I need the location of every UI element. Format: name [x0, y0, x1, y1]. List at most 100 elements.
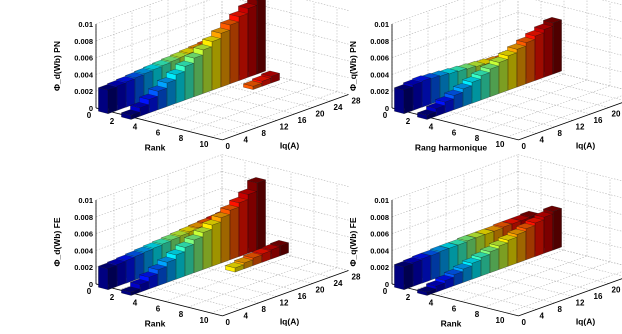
z-tick-label: 0.006 [370, 230, 389, 239]
rank-tick-label: 0 [87, 111, 92, 120]
bar-side-face [167, 80, 176, 107]
gridline [518, 155, 622, 187]
bar-side-face [203, 230, 212, 270]
iq-tick-label: 0 [226, 142, 231, 151]
x-axis-label: Rank [145, 318, 166, 328]
bar-side-face [508, 53, 516, 91]
bar-side-face [431, 253, 440, 280]
bar-side-face [248, 192, 257, 254]
bar-side-face [472, 260, 481, 279]
rank-tick-label: 10 [200, 316, 209, 325]
iq-tick-label: 0 [522, 142, 527, 151]
gridline [518, 171, 622, 203]
bar-side-face [463, 86, 472, 107]
gridline [484, 86, 610, 131]
bar-side-face [526, 226, 535, 260]
iq-tick-label: 8 [558, 305, 563, 314]
bar-front-face [98, 88, 108, 114]
y-axis-label: Iq(A) [576, 317, 596, 327]
z-tick-label: 0.008 [74, 37, 93, 46]
gridline [188, 262, 314, 307]
bar [394, 85, 412, 114]
z-tick-label: 0.006 [370, 54, 389, 63]
z-tick-label: 0.01 [374, 196, 389, 205]
bar-side-face [158, 267, 167, 286]
bar-side-face [221, 30, 230, 87]
z-axis-label: Φ_d(Wb) PN [52, 41, 62, 91]
x-axis-label: Rang harmonique [415, 142, 488, 152]
iq-tick-label: 12 [576, 298, 585, 307]
iq-tick-label: 20 [316, 286, 325, 295]
iq-tick-label: 16 [298, 292, 307, 301]
bar-side-face [499, 59, 508, 93]
rank-tick-label: 10 [200, 140, 209, 149]
gridline [96, 171, 222, 216]
bar-front-face [98, 266, 108, 290]
z-tick-label: 0.004 [74, 246, 94, 255]
bar-side-face [257, 0, 266, 74]
iq-tick-label: 4 [244, 311, 249, 320]
bar-side-face [230, 207, 239, 260]
iq-tick-label: 20 [316, 110, 325, 119]
iq-tick-label: 16 [594, 116, 603, 125]
z-tick-label: 0.004 [74, 70, 94, 79]
rank-tick-label: 10 [496, 140, 505, 149]
rank-tick-label: 6 [156, 304, 161, 313]
rank-tick-label: 2 [110, 117, 115, 126]
gridline [96, 0, 222, 24]
rank-tick-label: 6 [452, 128, 457, 137]
iq-axis-line [223, 271, 349, 316]
bar-side-face [413, 82, 422, 110]
iq-tick-label: 12 [280, 298, 289, 307]
z-tick-label: 0.002 [74, 87, 93, 96]
bar-side-face [535, 33, 544, 81]
z-tick-label: 0.002 [370, 87, 389, 96]
gridline [392, 0, 518, 24]
rank-tick-label: 4 [133, 123, 138, 132]
z-tick-label: 0.01 [78, 196, 93, 205]
iq-tick-label: 28 [352, 97, 361, 106]
bar-side-face [544, 214, 553, 253]
bar-side-face [526, 40, 535, 84]
bar-side-face [544, 26, 553, 77]
bar-side-face [194, 237, 203, 273]
gridline [188, 86, 314, 131]
gridline [518, 0, 622, 27]
iq-tick-label: 28 [352, 273, 361, 282]
z-tick-label: 0.008 [370, 213, 389, 222]
iq-tick-label: 24 [334, 279, 343, 288]
bar-side-face [422, 78, 431, 107]
bars [394, 17, 561, 119]
bar-side-face [472, 79, 481, 103]
rank-tick-label: 0 [87, 287, 92, 296]
gridline [222, 155, 349, 187]
bar-side-face [108, 266, 117, 290]
z-tick-label: 0.01 [374, 20, 389, 29]
z-axis-label: Φ_q(Wb) FE [348, 217, 358, 266]
bar-side-face [499, 243, 508, 270]
z-tick-label: 0.004 [370, 70, 390, 79]
iq-tick-label: 8 [262, 305, 267, 314]
bar-side-face [239, 14, 248, 81]
rank-tick-label: 2 [406, 117, 411, 126]
rank-tick-label: 8 [179, 310, 184, 319]
bar-side-face [194, 55, 203, 97]
bar-side-face [126, 257, 135, 283]
bar-side-face [517, 46, 526, 87]
bars [98, 0, 279, 120]
bar-side-face [490, 66, 499, 97]
rank-tick-label: 6 [156, 128, 161, 137]
iq-tick-label: 4 [540, 135, 545, 144]
iq-tick-label: 16 [298, 116, 307, 125]
bars [98, 177, 288, 295]
z-tick-label: 0.01 [78, 20, 93, 29]
z-tick-label: 0.004 [370, 246, 390, 255]
gridline [96, 155, 222, 200]
iq-tick-label: 0 [226, 318, 231, 327]
bar-side-face [404, 264, 413, 290]
bar-side-face [553, 208, 562, 250]
